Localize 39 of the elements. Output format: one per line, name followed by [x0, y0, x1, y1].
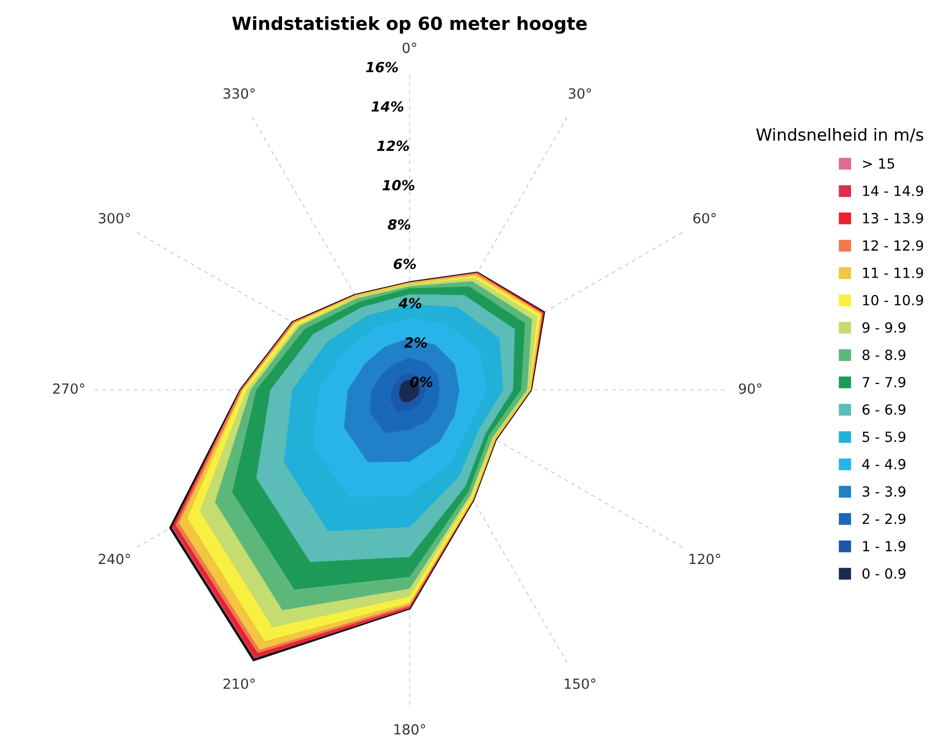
y-tick-label: 2% [404, 337, 427, 348]
spoke-label: 0° [402, 42, 416, 54]
legend-label: 7 - 7.9 [862, 376, 906, 388]
spoke-label: 120° [690, 554, 720, 564]
spoke-label: 210° [224, 678, 255, 689]
legend-label: 5 - 5.9 [862, 432, 906, 442]
legend-label: 3 - 3.9 [862, 486, 906, 497]
spoke-label: 240° [98, 554, 130, 564]
legend-label: 2 - 2.9 [862, 514, 906, 524]
legend-label: 13 - 13.9 [863, 212, 924, 224]
chart-title: Windstatistiek op 60 meter hoogte [232, 16, 587, 34]
y-tick-label: 14% [372, 101, 404, 112]
y-tick-label: 0% [410, 376, 432, 388]
legend-label: 14 - 14.9 [863, 186, 924, 196]
y-tick-label: 16% [366, 62, 398, 72]
spoke-label: 30° [568, 88, 591, 99]
y-tick-label: 10% [382, 180, 414, 190]
spoke-label: 90° [738, 383, 762, 394]
legend-label: 4 - 4.9 [862, 458, 906, 470]
spoke-label: 150° [564, 678, 596, 689]
legend-label: 1 - 1.9 [863, 540, 906, 552]
y-tick-label: 6% [394, 258, 416, 270]
legend-label: 9 - 9.9 [862, 322, 906, 333]
legend-label: > 15 [863, 158, 894, 169]
legend-label: 10 - 10.9 [863, 294, 924, 306]
spoke-label: 180° [394, 724, 426, 735]
spoke-label: 330° [224, 88, 255, 99]
y-tick-label: 4% [398, 298, 422, 308]
legend-title: Windsnelheid in m/s [756, 128, 924, 142]
y-tick-label: 12% [377, 140, 409, 152]
spoke-label: 60° [693, 212, 716, 224]
legend-label: 8 - 8.9 [862, 350, 906, 360]
legend-label: 11 - 11.9 [863, 268, 924, 278]
legend-label: 6 - 6.9 [862, 404, 906, 415]
legend-label: 0 - 0.9 [862, 568, 906, 579]
y-tick-label: 8% [388, 219, 410, 230]
spoke-label: 300° [98, 212, 130, 224]
spoke-label: 270° [53, 383, 84, 394]
legend-label: 12 - 12.9 [863, 240, 924, 251]
